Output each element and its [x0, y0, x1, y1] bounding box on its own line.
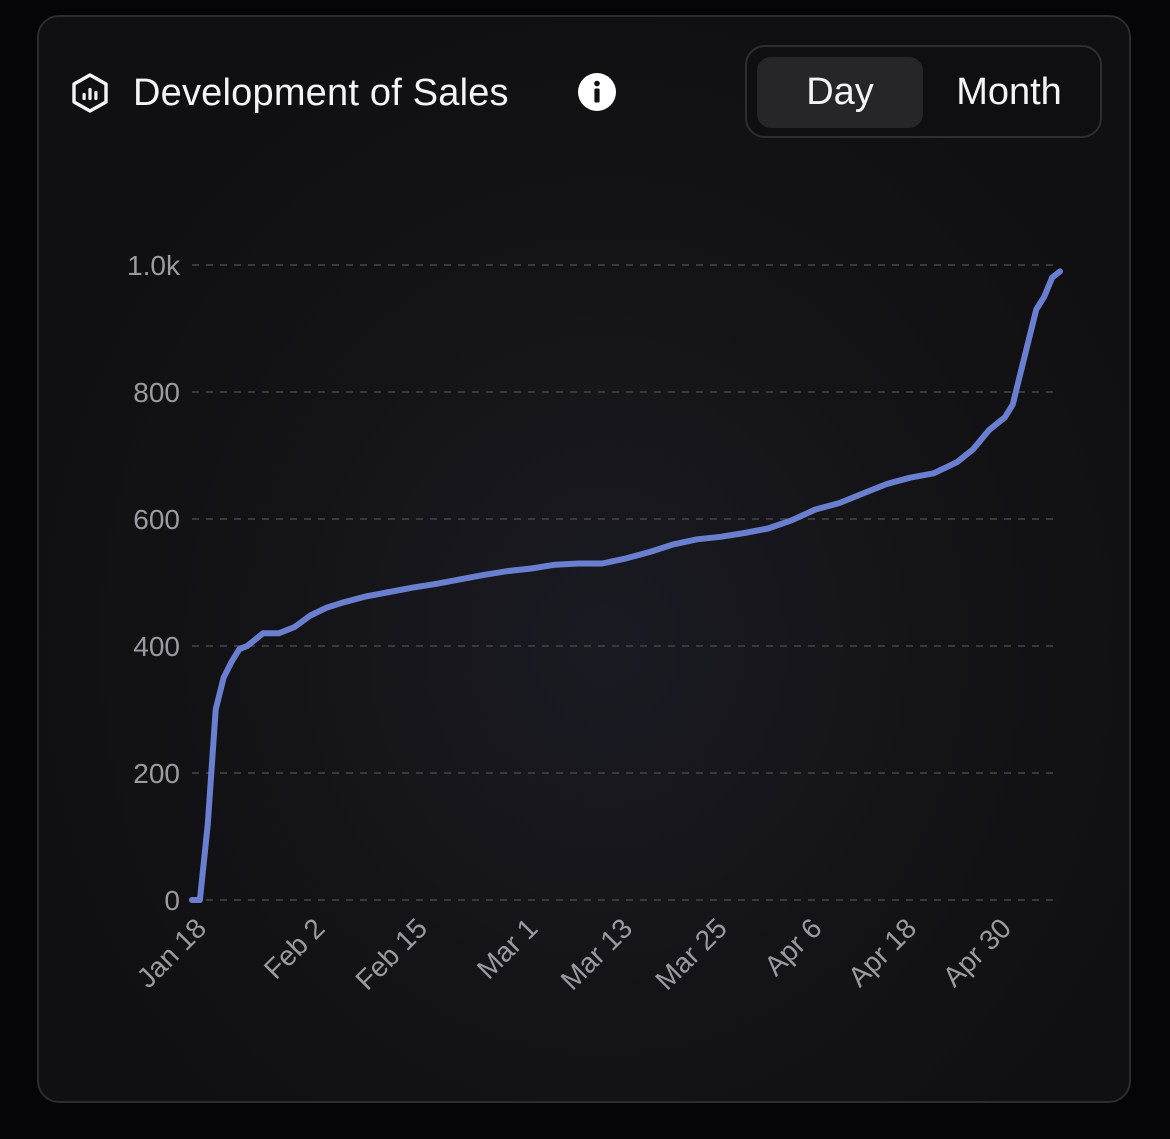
period-toggle: Day Month — [745, 45, 1102, 138]
toggle-day-button[interactable]: Day — [757, 57, 923, 128]
sales-card — [37, 15, 1131, 1103]
card-title: Development of Sales — [133, 72, 509, 114]
info-icon[interactable] — [577, 72, 617, 112]
chart-hexagon-icon — [72, 73, 108, 113]
toggle-month-button[interactable]: Month — [956, 71, 1062, 113]
